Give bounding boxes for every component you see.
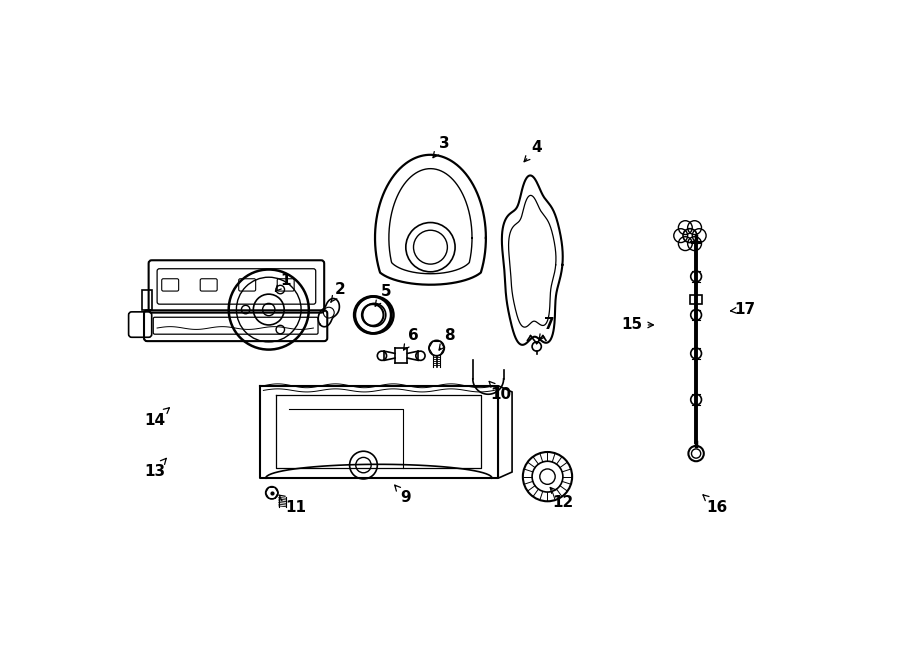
Text: 5: 5 xyxy=(375,284,392,306)
Text: 15: 15 xyxy=(622,317,653,332)
Text: 16: 16 xyxy=(703,495,727,515)
Text: 2: 2 xyxy=(331,282,346,302)
Text: 3: 3 xyxy=(433,136,450,158)
Text: 4: 4 xyxy=(524,140,542,162)
Text: 8: 8 xyxy=(439,329,455,350)
Text: 12: 12 xyxy=(550,488,573,510)
Text: 14: 14 xyxy=(144,408,169,428)
Text: 9: 9 xyxy=(395,485,411,505)
Text: 7: 7 xyxy=(539,317,555,340)
Text: 13: 13 xyxy=(144,458,166,479)
Text: 6: 6 xyxy=(403,329,418,350)
Text: 11: 11 xyxy=(279,495,306,515)
Text: 10: 10 xyxy=(489,381,512,402)
Text: 1: 1 xyxy=(275,273,291,292)
Text: 17: 17 xyxy=(731,302,755,317)
Bar xyxy=(690,295,702,304)
